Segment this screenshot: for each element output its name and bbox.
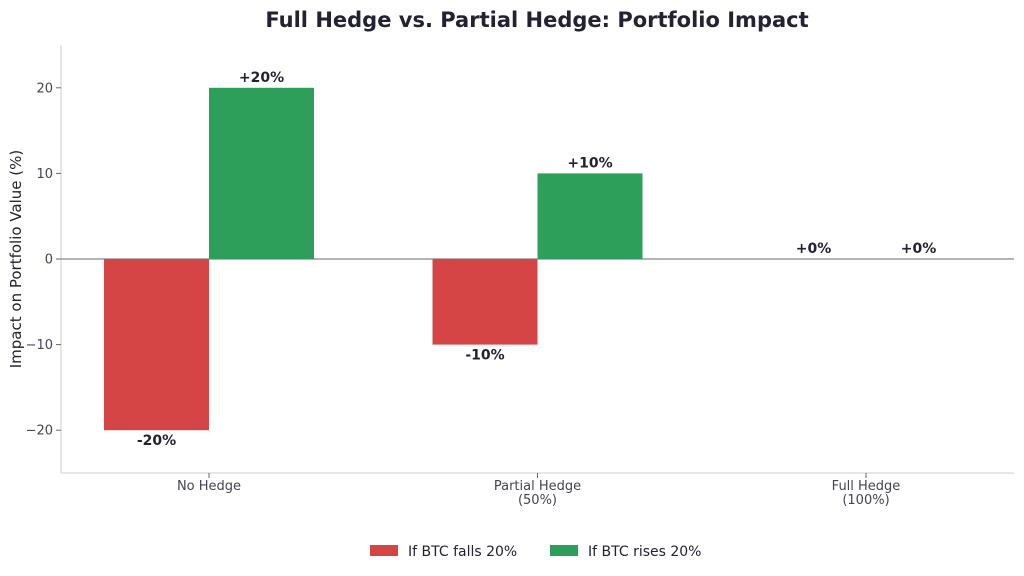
legend-swatch	[370, 545, 398, 556]
axes: −20 −10 0 10 20 No Hedge Partial Hedge(50%) Ful…	[26, 45, 1014, 508]
y-tick-label: 10	[36, 167, 53, 182]
y-tick-label: 0	[45, 253, 53, 268]
bar	[537, 173, 643, 259]
bar-value-label: -10%	[465, 348, 504, 364]
bar	[432, 259, 538, 345]
bar-value-label: +0%	[796, 241, 832, 257]
bar-value-label: +0%	[901, 241, 937, 257]
bars	[104, 87, 643, 431]
bar-value-label: +10%	[567, 155, 612, 171]
y-tick-label: −20	[26, 424, 53, 439]
legend: If BTC falls 20% If BTC rises 20%	[370, 544, 701, 560]
bar-value-label: -20%	[137, 433, 176, 449]
bar	[104, 259, 209, 431]
data-labels: -20% -10% +0% +20% +10% +0%	[137, 70, 936, 449]
x-tick-label: (100%)	[842, 493, 889, 508]
y-tick-label: −10	[26, 338, 53, 353]
x-tick-label: No Hedge	[177, 479, 241, 494]
x-tick-label: Full Hedge	[832, 479, 901, 494]
bar	[209, 87, 314, 259]
y-tick-label: 20	[36, 81, 53, 96]
legend-entry: If BTC falls 20%	[408, 544, 517, 560]
legend-swatch	[550, 545, 578, 556]
legend-entry: If BTC rises 20%	[588, 544, 701, 560]
chart-title: Full Hedge vs. Partial Hedge: Portfolio …	[265, 8, 808, 32]
bar-value-label: +20%	[239, 70, 284, 86]
x-tick-label: (50%)	[518, 493, 557, 508]
x-tick-label: Partial Hedge	[494, 479, 581, 494]
y-axis-label: Impact on Portfolio Value (%)	[7, 150, 25, 369]
